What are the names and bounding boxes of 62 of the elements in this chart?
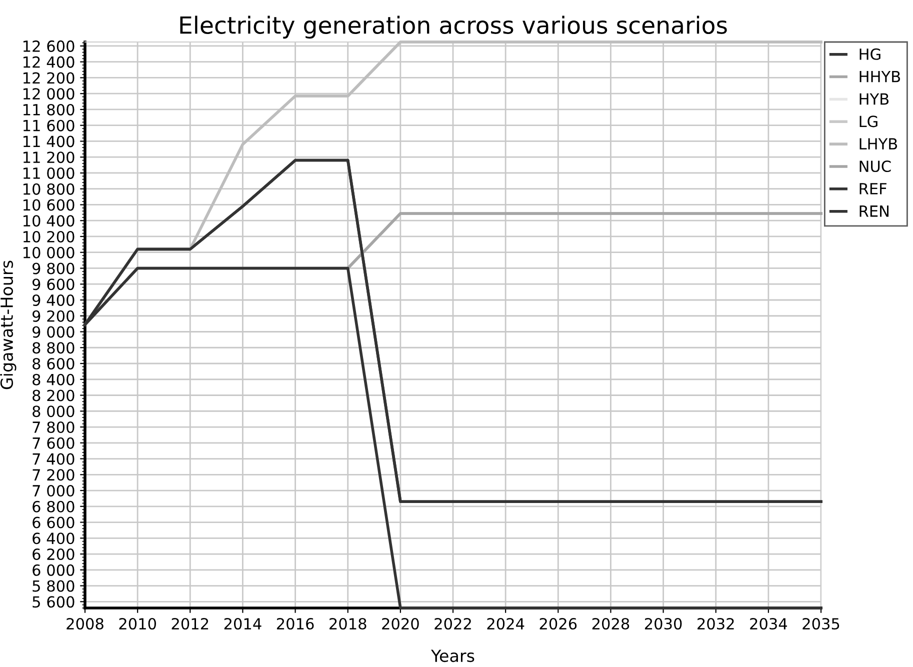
y-tick-label: 10 600 xyxy=(24,199,74,211)
x-tick-label: 2010 xyxy=(119,618,156,630)
y-tick-label: 8 200 xyxy=(32,390,74,402)
y-tick-label: 10 400 xyxy=(24,215,74,227)
legend-label: LG xyxy=(860,116,878,128)
x-tick-label: 2008 xyxy=(66,618,104,630)
x-tick-label: 2026 xyxy=(540,618,577,630)
y-tick-label: 6 200 xyxy=(32,548,74,560)
x-tick-label: 2020 xyxy=(382,618,419,630)
x-tick-label: 2028 xyxy=(592,618,630,630)
x-tick-label: 2030 xyxy=(644,618,682,630)
y-tick-label: 11 600 xyxy=(24,120,74,132)
x-tick-label: 2035 xyxy=(802,618,840,630)
y-tick-label: 8 000 xyxy=(32,406,74,418)
y-tick-label: 8 400 xyxy=(32,374,74,386)
y-tick-label: 10 000 xyxy=(24,246,74,258)
legend-label: HYB xyxy=(860,93,889,105)
legend-label: HG xyxy=(860,48,880,60)
chart-title: Electricity generation across various scenarios xyxy=(180,16,727,39)
x-tick-label: 2012 xyxy=(172,618,208,630)
y-tick-label: 9 000 xyxy=(32,326,74,338)
y-tick-label: 9 400 xyxy=(32,294,74,306)
x-tick-label: 2024 xyxy=(487,618,524,630)
y-tick-label: 7 800 xyxy=(32,421,74,434)
y-axis-title: Gigawatt-Hours xyxy=(0,260,16,390)
y-tick-label: 8 600 xyxy=(32,358,74,370)
y-tick-label: 7 600 xyxy=(32,437,74,449)
y-tick-label: 11 000 xyxy=(24,167,74,180)
y-tick-label: 9 600 xyxy=(32,278,74,290)
x-tick-label: 2034 xyxy=(750,618,788,630)
y-tick-label: 6 800 xyxy=(32,500,74,512)
y-tick-label: 7 400 xyxy=(32,453,74,465)
legend-label: REF xyxy=(860,183,886,194)
y-tick-label: 11 400 xyxy=(24,136,74,148)
y-tick-label: 11 800 xyxy=(24,104,74,116)
y-tick-label: 6 600 xyxy=(32,516,74,528)
x-tick-label: 2014 xyxy=(224,618,262,630)
y-tick-label: 5 600 xyxy=(32,596,74,608)
y-tick-label: 10 200 xyxy=(24,230,74,243)
y-tick-label: 11 200 xyxy=(24,152,74,164)
x-tick-label: 2018 xyxy=(330,618,366,630)
y-tick-label: 9 800 xyxy=(32,262,74,274)
y-tick-label: 6 000 xyxy=(32,564,74,576)
y-tick-label: 6 400 xyxy=(32,532,74,544)
legend-label: REN xyxy=(860,206,888,217)
x-axis-title: Years xyxy=(430,650,474,662)
y-tick-label: 8 800 xyxy=(32,342,74,354)
y-tick-label: 12 000 xyxy=(24,88,74,100)
y-tick-label: 5 800 xyxy=(32,580,74,592)
y-tick-label: 9 200 xyxy=(32,310,74,322)
y-tick-label: 7 200 xyxy=(32,469,74,481)
y-tick-label: 12 200 xyxy=(24,72,74,84)
y-tick-label: 10 800 xyxy=(24,183,74,195)
y-tick-label: 12 600 xyxy=(24,40,74,52)
x-tick-label: 2022 xyxy=(434,618,471,630)
y-tick-label: 7 000 xyxy=(32,484,74,497)
legend-label: HHYB xyxy=(860,71,900,82)
legend-label: NUC xyxy=(860,160,891,172)
y-tick-label: 12 400 xyxy=(24,56,74,68)
x-tick-label: 2032 xyxy=(698,618,734,630)
legend-label: LHYB xyxy=(860,138,898,150)
x-tick-label: 2016 xyxy=(276,618,314,630)
